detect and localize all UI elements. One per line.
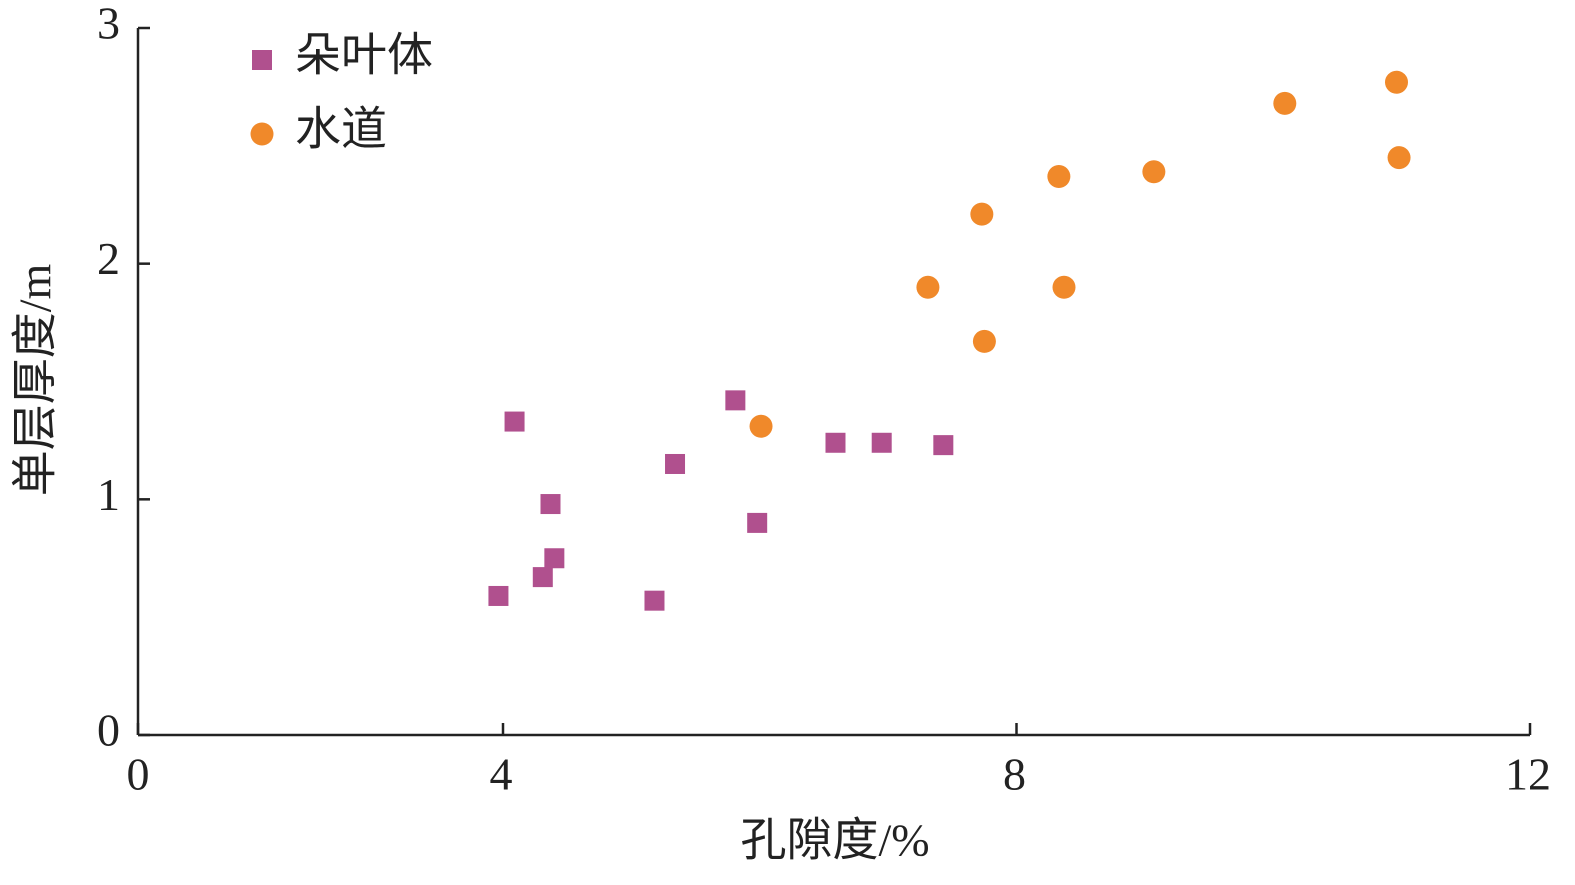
x-tick-label: 12 [1505, 749, 1551, 800]
point [725, 390, 746, 411]
x-axis-label: 孔隙度/% [740, 815, 929, 866]
point [747, 512, 768, 533]
y-axis-label: 单层厚度/m [10, 264, 61, 497]
point [1052, 275, 1076, 299]
point [1387, 146, 1411, 170]
point [972, 329, 996, 353]
x-tick-label: 0 [127, 749, 150, 800]
point [488, 585, 509, 606]
point [916, 275, 940, 299]
point [644, 590, 665, 611]
point [749, 414, 773, 438]
point [1047, 164, 1071, 188]
y-tick-label: 0 [97, 705, 120, 756]
point [871, 432, 892, 453]
point [544, 548, 565, 569]
point [933, 435, 954, 456]
point [825, 432, 846, 453]
legend-label: 水道 [295, 104, 387, 155]
y-tick-label: 1 [97, 469, 120, 520]
point [970, 202, 994, 226]
legend-label: 朵叶体 [295, 30, 433, 81]
legend-marker [252, 50, 272, 70]
point [540, 494, 561, 515]
point [1142, 160, 1166, 184]
legend-marker [250, 122, 274, 146]
y-tick-label: 3 [97, 0, 120, 49]
point [1384, 70, 1408, 94]
x-tick-label: 4 [490, 749, 513, 800]
point [1273, 91, 1297, 115]
y-tick-label: 2 [97, 233, 120, 284]
point [665, 453, 686, 474]
point [504, 411, 525, 432]
x-tick-label: 8 [1003, 749, 1026, 800]
point [532, 567, 553, 588]
